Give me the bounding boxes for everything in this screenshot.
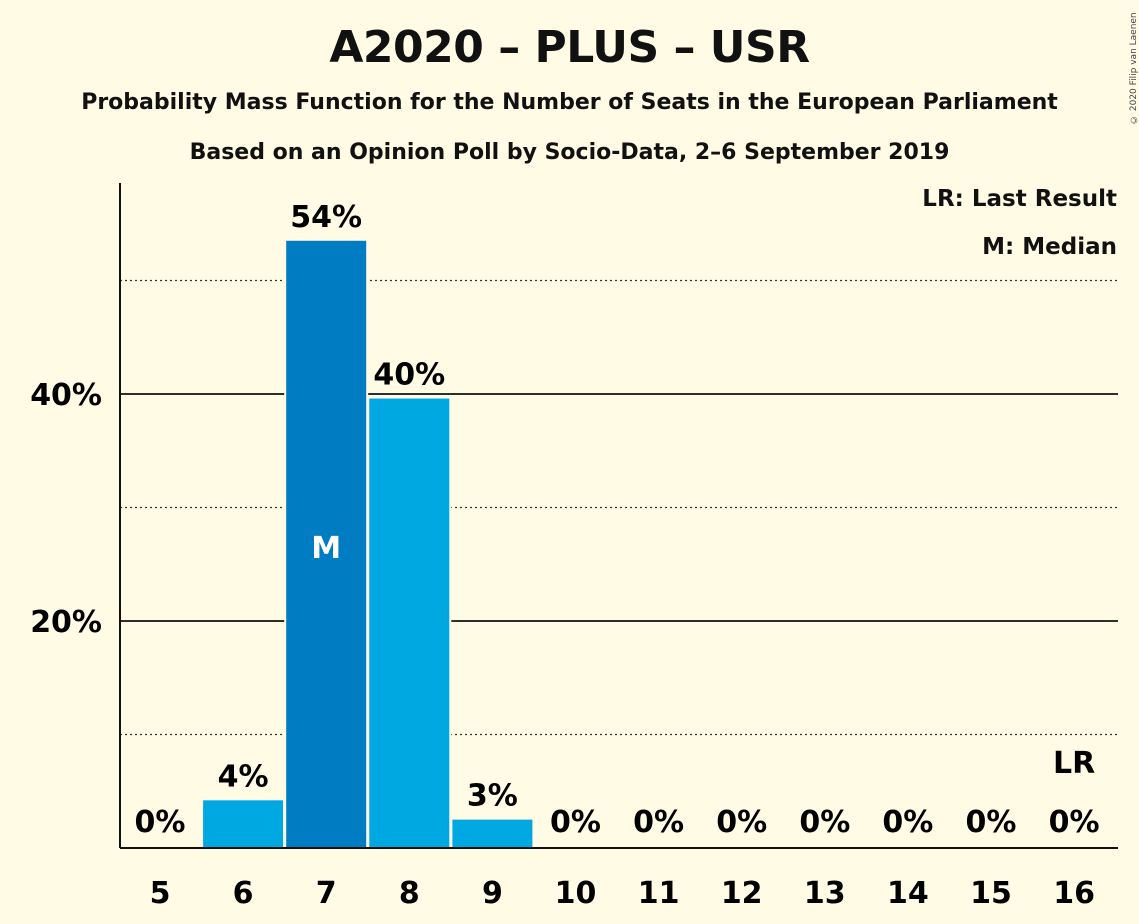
value-label-11: 0% (633, 805, 684, 840)
x-tick-label-9: 9 (482, 876, 503, 911)
bar-6 (203, 800, 284, 848)
legend-last-result: LR: Last Result (922, 186, 1117, 212)
x-tick-label-8: 8 (399, 876, 420, 911)
value-label-9: 3% (467, 779, 518, 814)
value-label-7: 54% (290, 200, 362, 235)
value-label-12: 0% (716, 805, 767, 840)
x-tick-label-14: 14 (887, 876, 929, 911)
median-marker: M (311, 531, 341, 566)
value-label-13: 0% (799, 805, 850, 840)
value-label-10: 0% (550, 805, 601, 840)
x-tick-label-13: 13 (804, 876, 846, 911)
value-label-16: 0% (1049, 805, 1100, 840)
bar-9 (452, 819, 533, 848)
x-tick-label-16: 16 (1053, 876, 1095, 911)
chart-subtitle-source: Based on an Opinion Poll by Socio-Data, … (189, 140, 950, 165)
value-label-6: 4% (218, 759, 269, 794)
x-tick-label-7: 7 (316, 876, 337, 911)
y-tick-label-20: 20% (30, 605, 102, 640)
x-tick-label-10: 10 (555, 876, 597, 911)
value-label-14: 0% (882, 805, 933, 840)
y-tick-label-40: 40% (30, 378, 102, 413)
value-label-8: 40% (373, 358, 445, 393)
x-tick-label-11: 11 (638, 876, 680, 911)
x-tick-label-6: 6 (233, 876, 254, 911)
x-tick-label-5: 5 (150, 876, 171, 911)
last-result-marker: LR (1053, 746, 1095, 781)
chart-subtitle: Probability Mass Function for the Number… (81, 90, 1058, 115)
value-label-5: 0% (135, 805, 186, 840)
legend-median: M: Median (982, 234, 1117, 260)
bar-8 (369, 398, 450, 848)
value-label-15: 0% (966, 805, 1017, 840)
chart-title: A2020 – PLUS – USR (329, 22, 810, 73)
x-tick-label-15: 15 (970, 876, 1012, 911)
x-tick-label-12: 12 (721, 876, 763, 911)
bar-7 (286, 240, 367, 848)
